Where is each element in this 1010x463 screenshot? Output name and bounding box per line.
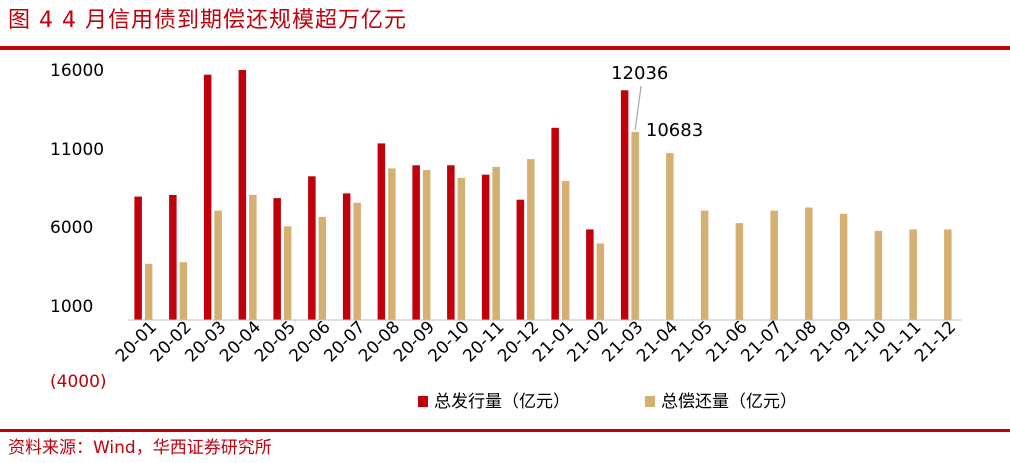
bar-issuance [620,90,629,320]
y-tick-label: 6000 [50,218,93,238]
bar-issuance [203,74,212,320]
bar-repayment [666,153,674,320]
bar-repayment [944,229,952,320]
bar-repayment [318,216,327,320]
bar-repayment [144,263,153,321]
bar-repayment [283,226,292,321]
data-label-10683: 10683 [646,120,703,141]
bar-repayment [909,229,917,320]
y-axis: 16000 11000 6000 1000 (4000) [50,61,107,392]
bar-issuance [516,199,525,320]
bar-repayment [596,243,605,320]
bar-repayment [631,131,639,320]
bar-issuance [447,165,455,320]
bar-repayment [561,180,570,320]
legend-repayment-swatch [645,396,655,407]
bar-marks [134,70,952,321]
bar-repayment [214,210,222,320]
figure-title: 图 4 4 月信用债到期偿还规模超万亿元 [8,8,407,33]
legend-issuance-swatch [418,396,428,407]
bar-repayment [874,230,883,320]
bar-issuance [308,176,316,321]
annotation-leader-line [634,85,642,130]
bar-issuance [134,196,142,320]
bar-repayment [422,170,431,320]
bar-repayment [770,210,778,320]
bar-issuance [238,70,247,320]
footer-rule [0,429,1010,432]
y-tick-label: (4000) [50,372,107,392]
bar-issuance [377,143,386,320]
bar-repayment [735,223,744,320]
bar-repayment [527,159,535,320]
bar-repayment [492,166,500,320]
bar-issuance [273,198,281,320]
y-tick-label: 1000 [50,297,93,317]
bar-repayment [388,168,396,320]
bar-issuance [169,195,177,320]
title-rule [0,46,1010,50]
bar-chart: 16000 11000 6000 1000 (4000) 20-0120-0220-03… [50,61,962,412]
legend-issuance-label: 总发行量（亿元） [434,392,570,412]
bar-issuance [586,229,594,320]
source-note: 资料来源：Wind，华西证券研究所 [8,438,272,458]
y-tick-label: 16000 [50,61,104,81]
y-tick-label: 11000 [50,140,104,160]
bar-repayment [805,207,813,320]
bar-issuance [551,127,559,320]
bar-repayment [700,210,709,320]
bar-repayment [353,202,361,320]
bar-repayment [179,262,188,320]
bar-repayment [457,177,466,320]
x-axis-labels: 20-0120-0220-0320-0420-0520-0620-0720-08… [112,317,960,366]
bar-issuance [412,165,420,320]
bar-repayment [249,195,257,320]
legend: 总发行量（亿元） 总偿还量（亿元） [418,392,797,412]
bar-repayment [839,213,848,321]
bar-issuance [342,193,351,320]
legend-repayment-label: 总偿还量（亿元） [661,392,797,412]
data-label-12036: 12036 [611,63,668,84]
data-annotations: 12036 10683 [611,63,703,141]
bar-issuance [481,174,490,320]
